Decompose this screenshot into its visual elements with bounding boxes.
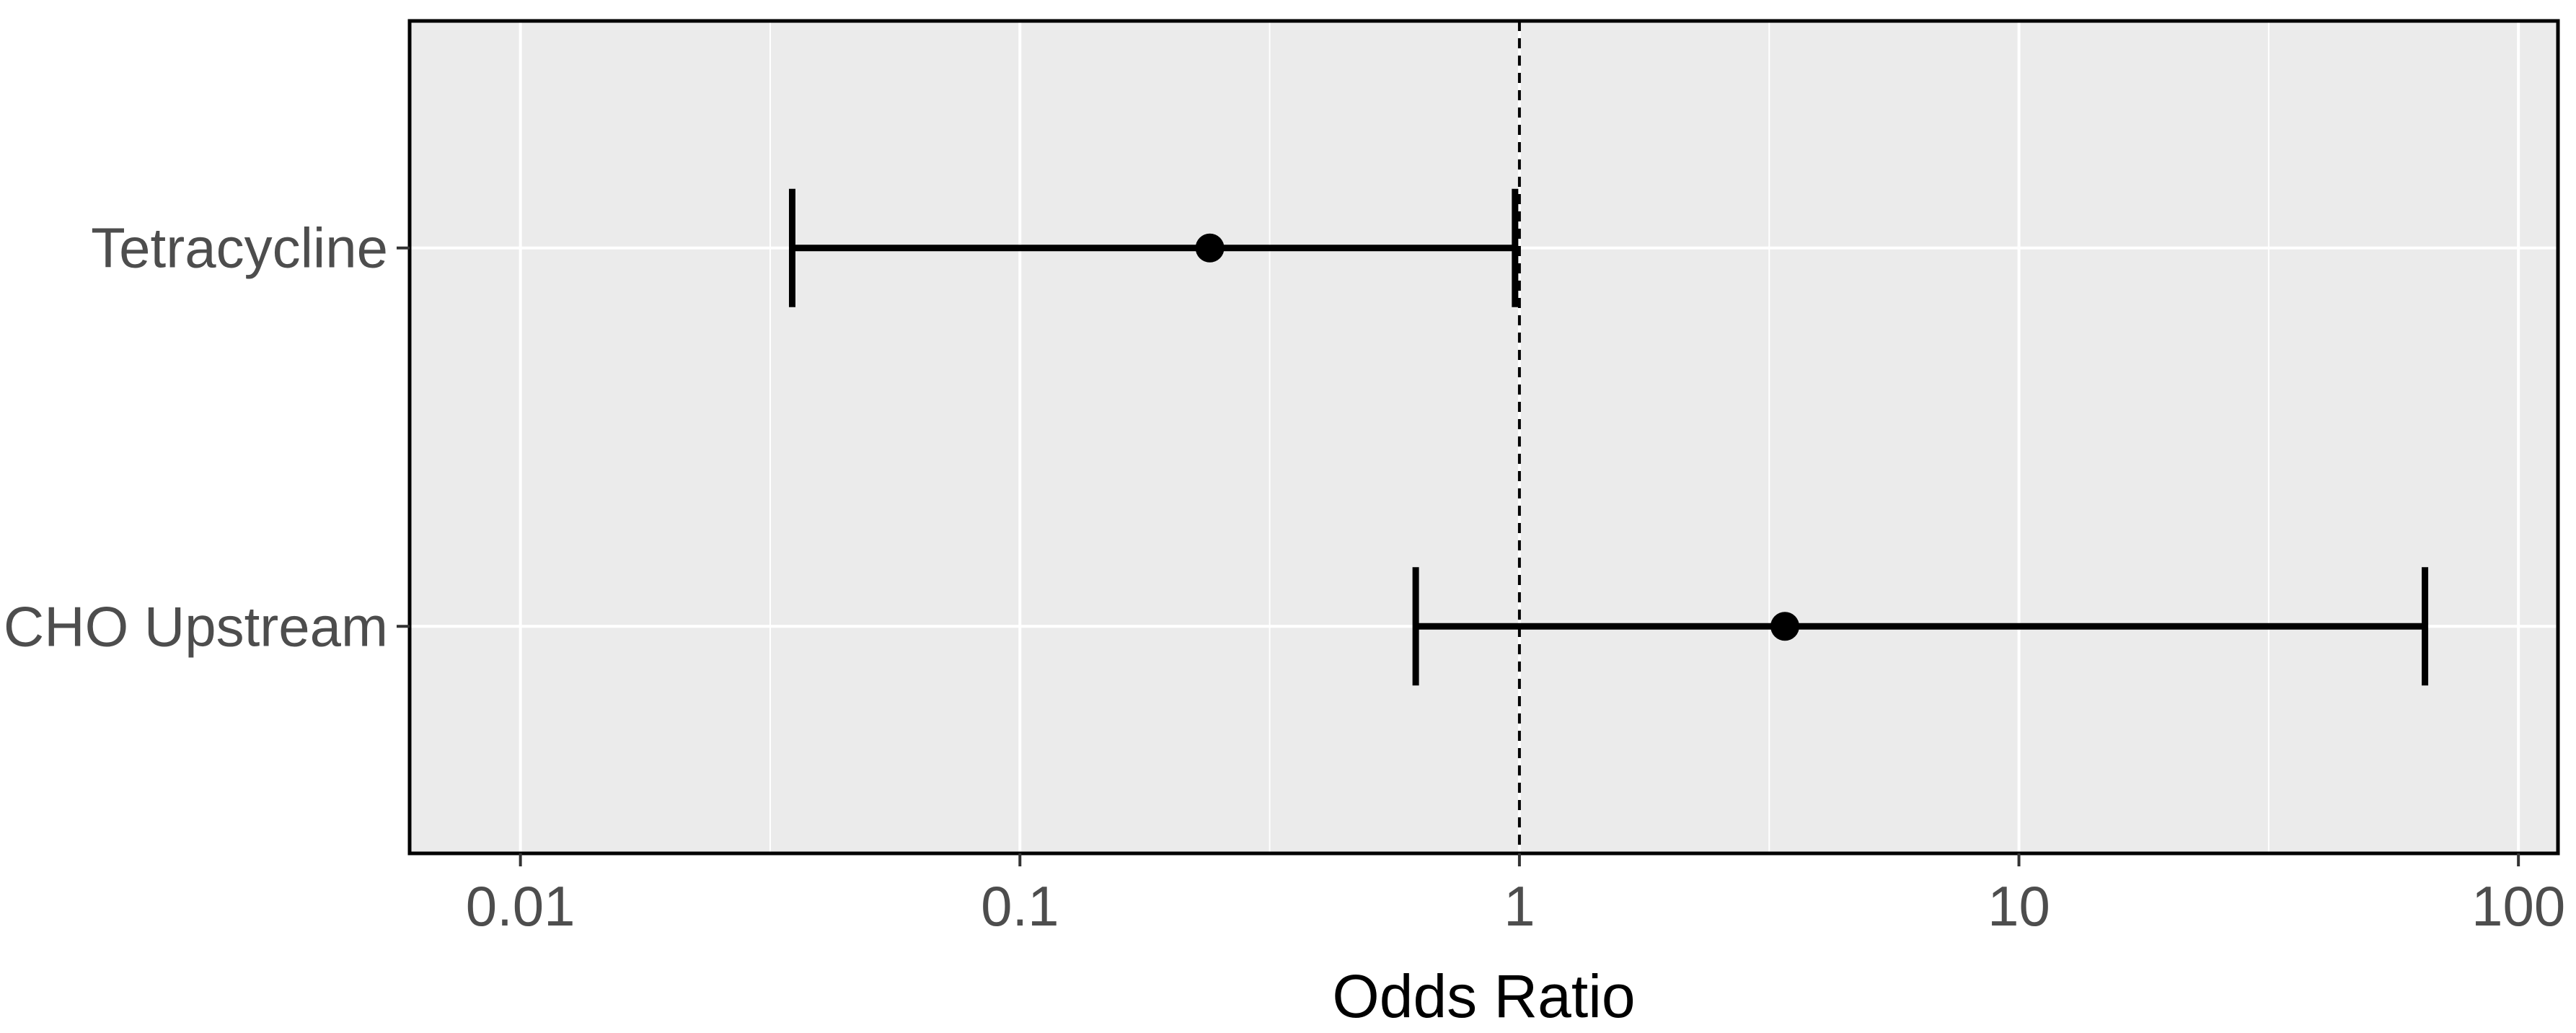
x-tick-label: 0.1 <box>981 874 1059 938</box>
y-tick-label: Tetracycline <box>91 216 388 280</box>
x-axis: 0.01 0.1 1 10 100 <box>466 853 2565 938</box>
y-tick-label: CHO Upstream <box>4 594 388 658</box>
x-tick-label: 0.01 <box>466 874 575 938</box>
y-axis: Tetracycline CHO Upstream <box>4 216 410 658</box>
estimate-point <box>1195 233 1225 263</box>
panel-border <box>407 19 2560 856</box>
estimate-point <box>1770 612 1800 641</box>
estimate-marks <box>788 188 2429 686</box>
plot-panel <box>410 21 2558 853</box>
x-axis-title: Odds Ratio <box>1332 962 1635 1030</box>
x-tick-label: 100 <box>2471 874 2565 938</box>
x-tick-label: 1 <box>1504 874 1535 938</box>
x-tick-label: 10 <box>1988 874 2050 938</box>
